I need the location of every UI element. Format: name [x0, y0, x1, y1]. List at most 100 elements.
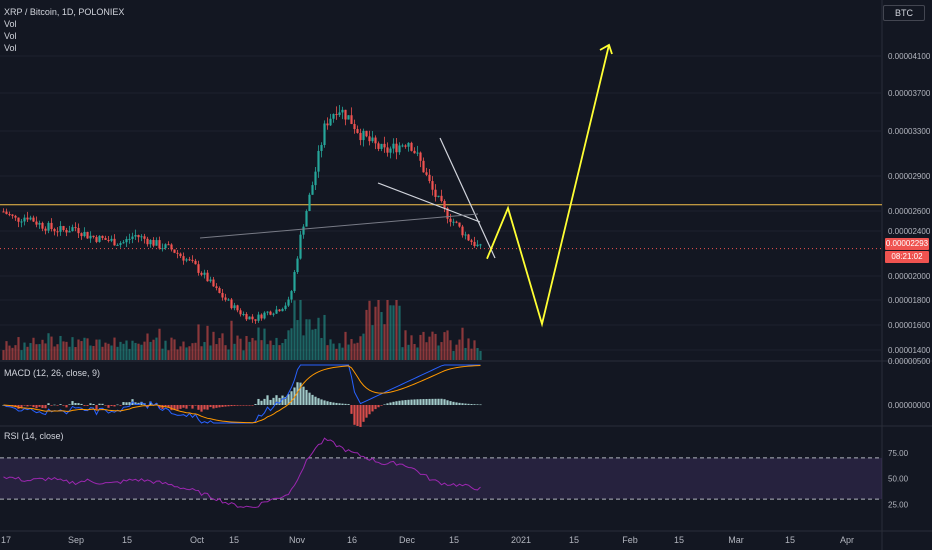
macd-histogram-bar [278, 397, 281, 405]
volume-bar [131, 340, 134, 360]
volume-bar [137, 343, 140, 360]
candle-body [296, 258, 299, 273]
macd-histogram-bar [314, 396, 317, 405]
volume-bar [104, 342, 107, 360]
volume-bar [176, 349, 179, 360]
macd-histogram-bar [281, 395, 284, 405]
macd-histogram-bar [161, 405, 164, 409]
vol-label: Vol [4, 43, 17, 53]
volume-bar [344, 331, 347, 360]
macd-histogram-bar [26, 405, 29, 407]
volume-bar [35, 344, 38, 360]
volume-bar [338, 343, 341, 360]
x-tick-label: 15 [785, 535, 795, 545]
candle-body [47, 222, 50, 231]
candle-body [176, 252, 179, 254]
macd-histogram-bar [233, 405, 236, 406]
macd-histogram-bar [62, 405, 65, 406]
macd-histogram-bar [374, 405, 377, 410]
candle-body [413, 150, 416, 154]
candle-body [218, 288, 221, 293]
x-tick-label: Oct [190, 535, 205, 545]
candle-body [395, 143, 398, 153]
macd-histogram-bar [308, 392, 311, 405]
price-tick-label: 0.00004100 [888, 52, 931, 61]
macd-histogram-bar [215, 405, 218, 408]
volume-bar [284, 338, 287, 360]
candle-body [74, 227, 77, 229]
x-tick-label: 2021 [511, 535, 531, 545]
volume-bar [92, 345, 95, 360]
macd-histogram-bar [98, 403, 101, 405]
volume-bar [455, 344, 458, 360]
price-tick-label: 0.00002600 [888, 207, 931, 216]
macd-histogram-bar [164, 405, 167, 407]
macd-signal-line [3, 365, 481, 424]
volume-bar [152, 339, 155, 360]
volume-bar [164, 340, 167, 360]
macd-histogram-bar [461, 403, 464, 405]
currency-badge[interactable]: BTC [883, 5, 925, 21]
candle-body [77, 227, 80, 234]
volume-bar [269, 340, 272, 360]
candle-body [437, 195, 440, 197]
candle-body [206, 272, 209, 282]
macd-histogram-bar [248, 405, 251, 406]
macd-histogram-bar [170, 405, 173, 411]
volume-bar [20, 350, 23, 360]
candle-body [44, 228, 47, 231]
volume-bar [371, 325, 374, 360]
volume-bar [38, 344, 41, 360]
candle-body [311, 185, 314, 195]
candle-body [389, 148, 392, 153]
candle-body [347, 115, 350, 120]
volume-bar [461, 327, 464, 360]
macd-histogram-bar [266, 395, 269, 405]
candle-body [371, 137, 374, 142]
candle-body [80, 233, 83, 237]
candle-body [260, 314, 263, 319]
candle-body [356, 129, 359, 133]
candle-body [362, 130, 365, 141]
macd-histogram-bar [416, 399, 419, 405]
candle-body [446, 208, 449, 219]
macd-histogram-bar [470, 404, 473, 405]
macd-histogram-bar [167, 405, 170, 408]
candle-body [35, 221, 38, 225]
volume-bar [95, 339, 98, 360]
candle-body [122, 242, 125, 244]
volume-bar [254, 340, 257, 360]
candle-body [158, 240, 161, 249]
volume-bar [383, 324, 386, 360]
macd-histogram-bar [350, 405, 353, 414]
candle-body [83, 231, 86, 237]
macd-histogram-bar [128, 402, 131, 405]
macd-histogram-bar [431, 398, 434, 405]
macd-histogram-bar [125, 402, 128, 405]
volume-bar [110, 345, 113, 360]
candle-body [314, 171, 317, 186]
volume-bar [446, 330, 449, 360]
candle-body [464, 234, 467, 236]
rsi-line [3, 437, 481, 508]
volume-bar [317, 317, 320, 360]
candle-body [317, 150, 320, 172]
x-tick-label: 15 [122, 535, 132, 545]
candle-body [401, 145, 404, 147]
vol-label: Vol [4, 31, 17, 41]
macd-histogram-bar [344, 403, 347, 405]
candle-body [155, 240, 158, 246]
macd-histogram-bar [473, 404, 476, 405]
volume-bar [335, 348, 338, 360]
candle-body [341, 109, 344, 113]
candle-body [113, 238, 116, 246]
x-tick-label: 15 [229, 535, 239, 545]
candle-body [23, 217, 26, 222]
volume-bar [431, 331, 434, 360]
candle-body [257, 314, 260, 321]
candle-body [215, 286, 218, 289]
macd-histogram-bar [323, 400, 326, 405]
volume-bar [266, 344, 269, 360]
volume-bar [59, 335, 62, 360]
